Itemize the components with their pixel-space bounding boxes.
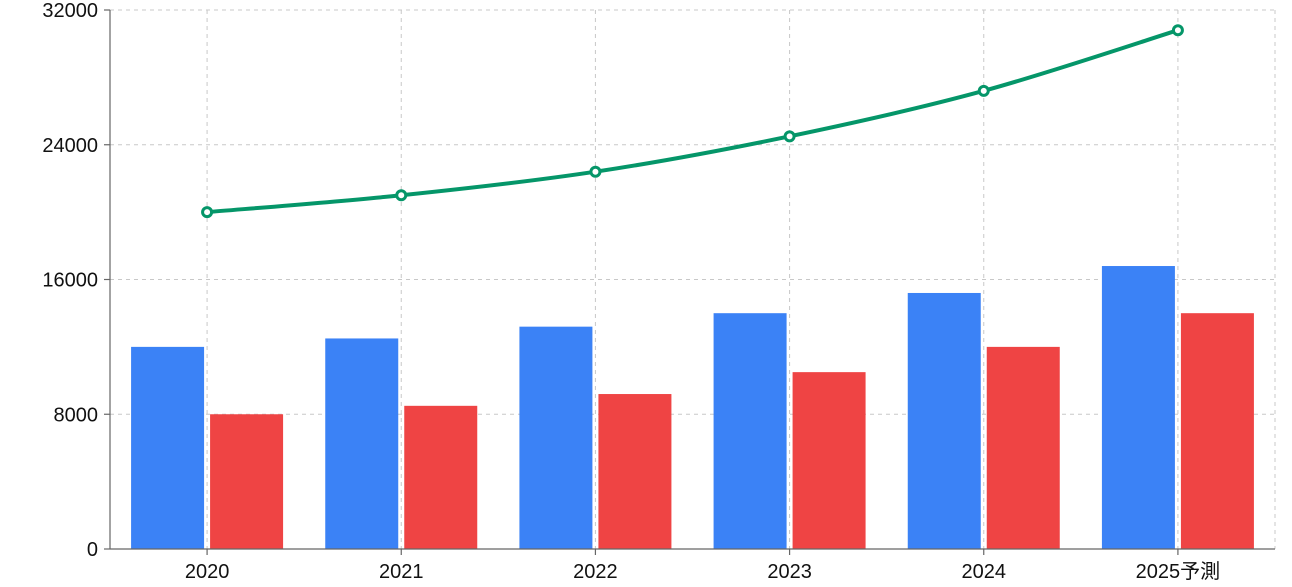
- line-series: [201, 24, 1184, 219]
- line-point-3: [783, 130, 796, 143]
- y-tick-label-0: 0: [87, 539, 98, 561]
- y-tick-label-4: 32000: [42, 0, 98, 22]
- bar-s0-5: [1101, 266, 1175, 549]
- bar-s0-3: [713, 313, 787, 549]
- y-tick-label-3: 24000: [42, 135, 98, 157]
- y-tick-label-2: 16000: [42, 270, 98, 292]
- bar-s1-4: [986, 346, 1060, 549]
- x-tick-label-2: 2022: [573, 561, 618, 583]
- y-tick-label-1: 8000: [54, 404, 99, 426]
- bar-s1-1: [404, 405, 478, 549]
- line-point-2: [589, 165, 602, 178]
- line-point-0: [201, 206, 214, 219]
- line-point-1: [395, 189, 408, 202]
- x-tick-label-4: 2024: [962, 561, 1007, 583]
- x-tick-label-0: 2020: [185, 561, 230, 583]
- bar-s1-2: [598, 394, 672, 549]
- bar-s1-5: [1180, 313, 1254, 549]
- bar-s0-2: [519, 326, 593, 549]
- bar-s0-0: [131, 346, 205, 549]
- bar-s0-1: [325, 338, 399, 549]
- x-tick-label-3: 2023: [767, 561, 812, 583]
- bar-s0-4: [907, 292, 981, 549]
- bar-s1-0: [210, 414, 284, 549]
- bars: [131, 266, 1254, 549]
- bar-s1-3: [792, 372, 866, 549]
- x-tick-label-1: 2021: [379, 561, 424, 583]
- x-tick-label-5: 2025予測: [1136, 560, 1221, 583]
- axes: [104, 9, 1275, 555]
- line-point-5: [1171, 24, 1184, 37]
- grid: [110, 9, 1276, 549]
- line-point-4: [977, 84, 990, 97]
- tick-labels: 0 8000 16000 24000 32000 2020 2021 2022 2023 2024…: [42, 0, 1220, 583]
- line-path-0: [206, 28, 1179, 215]
